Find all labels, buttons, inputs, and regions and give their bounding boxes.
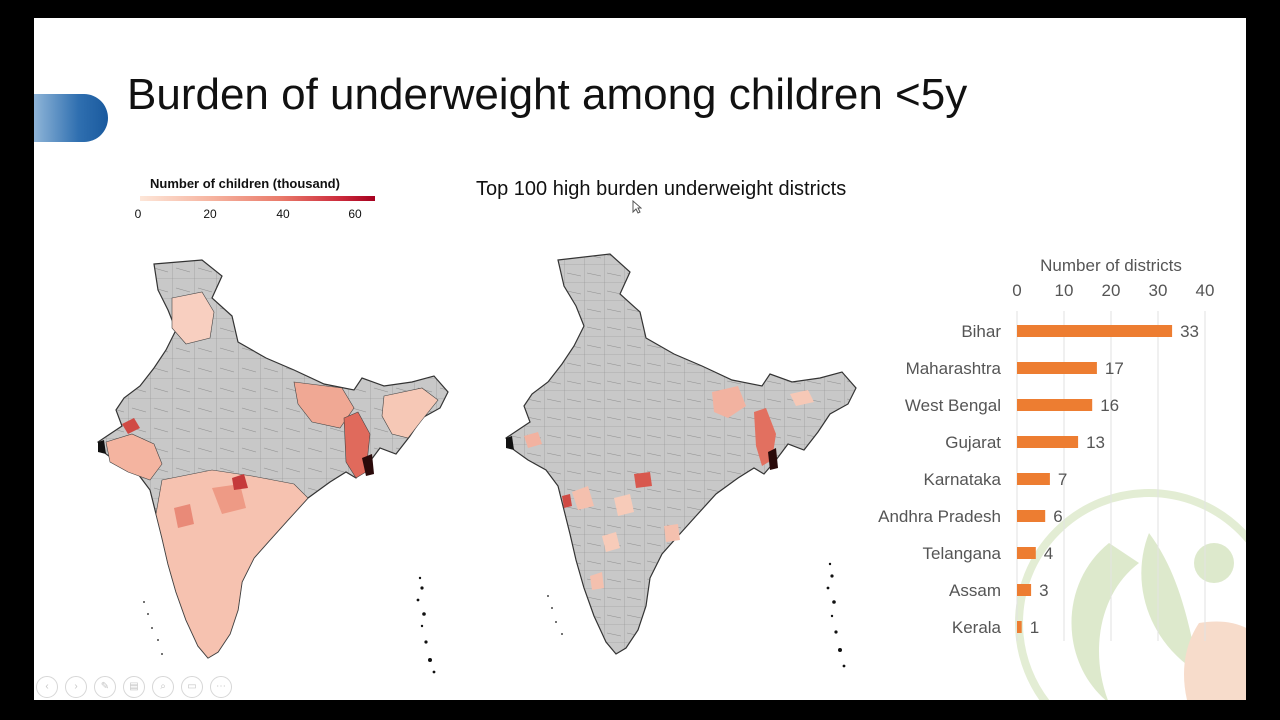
data-label: 3 <box>1039 581 1048 600</box>
pen-icon[interactable]: ✎ <box>94 676 116 698</box>
bar <box>1017 436 1079 448</box>
previous-icon[interactable]: ‹ <box>36 676 58 698</box>
category-label: Andhra Pradesh <box>878 507 1001 526</box>
category-label: Maharashtra <box>906 359 1002 378</box>
data-label: 7 <box>1058 470 1067 489</box>
mouse-cursor <box>632 199 643 219</box>
bar <box>1017 362 1097 374</box>
data-label: 13 <box>1086 433 1105 452</box>
data-label: 33 <box>1180 322 1199 341</box>
data-label: 17 <box>1105 359 1124 378</box>
india-map-all-districts <box>62 258 452 678</box>
category-label: Assam <box>949 581 1001 600</box>
presentation-toolbar: ‹ › ✎ ▤ ⌕ ▭ ⋯ <box>36 676 232 698</box>
data-label: 6 <box>1053 507 1062 526</box>
slides-icon[interactable]: ▤ <box>123 676 145 698</box>
next-icon[interactable]: › <box>65 676 87 698</box>
category-label: Bihar <box>961 322 1001 341</box>
bar <box>1017 325 1173 337</box>
bar <box>1017 547 1036 559</box>
zoom-icon[interactable]: ⌕ <box>152 676 174 698</box>
legend-color-scale <box>140 196 375 201</box>
slide: Burden of underweight among children <5y… <box>34 18 1246 700</box>
more-icon[interactable]: ⋯ <box>210 676 232 698</box>
monitor-icon[interactable]: ▭ <box>181 676 203 698</box>
map-legend: Number of children (thousand) 0 20 40 60 <box>134 176 379 226</box>
category-label: Gujarat <box>945 433 1001 452</box>
bar <box>1017 510 1046 522</box>
bar-chart-svg: Number of districts 0 10 20 30 40 Bihar 33 Mahar… <box>878 256 1214 641</box>
districts-bar-chart: Number of districts 0 10 20 30 40 Bihar 33 Mahar… <box>854 233 1214 643</box>
x-tick-label: 20 <box>1102 281 1121 300</box>
x-tick-label: 10 <box>1055 281 1074 300</box>
category-label: Karnataka <box>924 470 1002 489</box>
category-label: Telangana <box>923 544 1002 563</box>
legend-tick: 20 <box>203 207 217 221</box>
bar <box>1017 584 1032 596</box>
data-label: 16 <box>1100 396 1119 415</box>
bar <box>1017 399 1093 411</box>
bar <box>1017 621 1022 633</box>
accent-bar <box>34 94 108 142</box>
x-axis-title: Number of districts <box>1040 256 1182 275</box>
legend-tick: 40 <box>276 207 290 221</box>
chart-title: Top 100 high burden underweight district… <box>476 178 847 200</box>
x-tick-label: 40 <box>1196 281 1214 300</box>
slide-title: Burden of underweight among children <5y <box>127 70 968 119</box>
legend-tick: 0 <box>134 207 142 221</box>
data-label: 1 <box>1030 618 1039 637</box>
category-label: Kerala <box>952 618 1002 637</box>
bar <box>1017 473 1050 485</box>
legend-tick: 60 <box>348 207 362 221</box>
category-label: West Bengal <box>905 396 1001 415</box>
data-label: 4 <box>1044 544 1053 563</box>
legend-title: Number of children (thousand) <box>150 176 340 191</box>
india-map-top-100-districts <box>464 246 864 676</box>
x-tick-label: 30 <box>1149 281 1168 300</box>
x-tick-label: 0 <box>1012 281 1021 300</box>
